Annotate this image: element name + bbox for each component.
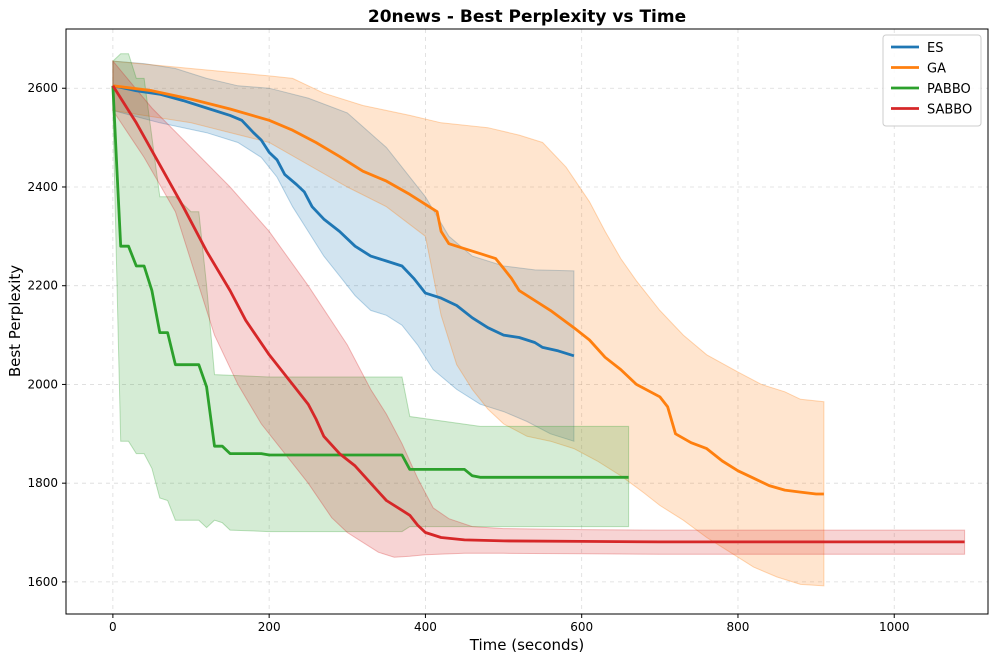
pabbo-line [111,85,629,479]
legend-label-pabbo: PABBO [927,82,971,97]
y-tick-label: 2000 [27,377,58,391]
x-tick-label: 400 [414,620,437,634]
y-tick-label: 1800 [27,476,58,490]
y-tick-label: 2600 [27,81,58,95]
grid-layer [66,29,988,614]
x-tick-label: 600 [570,620,593,634]
y-tick-label: 2400 [27,180,58,194]
legend-label-ga: GA [927,62,946,77]
legend-label-sabbo: SABBO [927,103,972,118]
y-tick-label: 2200 [27,279,58,293]
x-tick-label: 800 [727,620,750,634]
y-tick-label: 1600 [27,575,58,589]
legend: ES GA PABBO SABBO [882,34,982,127]
axis-ticks: 0 200 400 600 800 1000 1600 1800 2000 2200 2400 260… [27,81,909,634]
x-tick-label: 200 [258,620,281,634]
sabbo-band [112,59,966,558]
es-line [112,84,575,358]
confidence-bands [112,53,966,587]
x-axis-label: Time (seconds) [469,636,585,654]
x-tick-label: 0 [109,620,117,634]
pabbo-band [112,53,630,533]
legend-frame [882,34,982,127]
chart-title: 20news - Best Perplexity vs Time [368,7,686,27]
es-band [112,60,575,442]
ga-band [112,60,825,587]
legend-label-es: ES [927,41,943,56]
sabbo-line [111,85,965,544]
series-lines [111,84,965,544]
x-tick-label: 1000 [879,620,910,634]
plot-frame [65,28,989,615]
y-axis-label: Best Perplexity [6,265,24,377]
ga-line [112,84,824,496]
